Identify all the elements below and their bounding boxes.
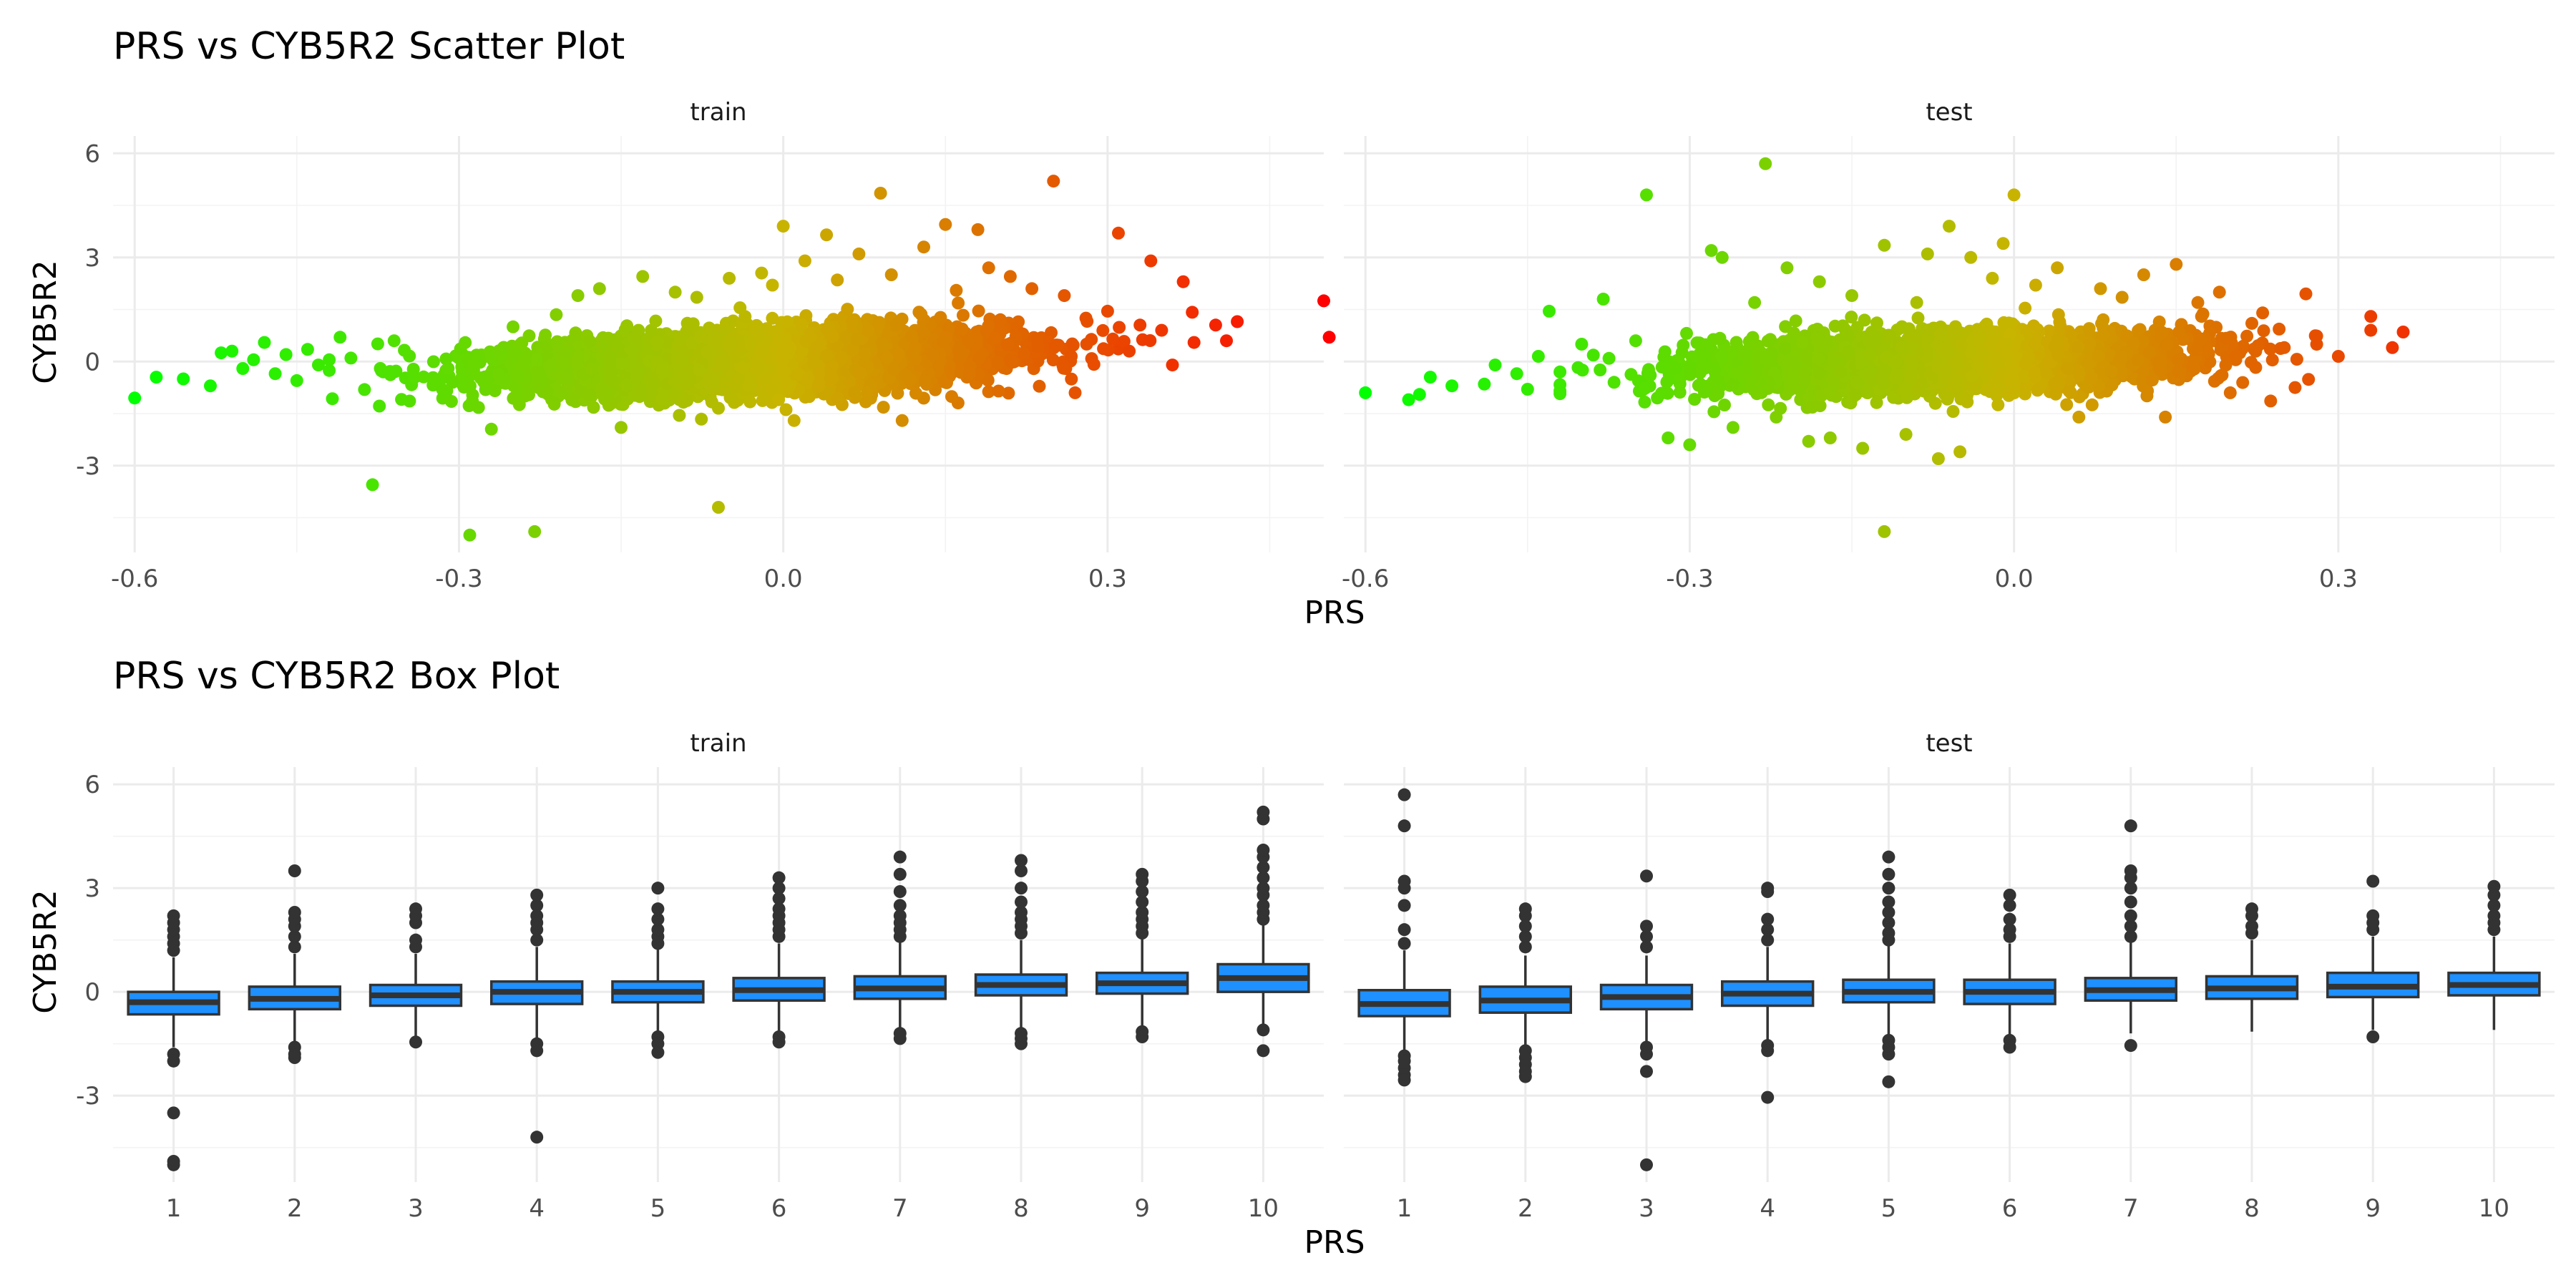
scatter-point — [743, 395, 757, 409]
scatter-point — [742, 379, 756, 392]
scatter-point — [848, 386, 862, 399]
scatter-point — [914, 308, 928, 321]
scatter-point — [1066, 338, 1080, 352]
scatter-point — [459, 336, 472, 349]
scatter-point — [522, 329, 536, 343]
scatter-point — [539, 328, 552, 342]
scatter-point — [594, 385, 608, 399]
scatter-point — [444, 395, 458, 408]
scatter-point — [705, 395, 718, 409]
scatter-point — [649, 314, 663, 328]
scatter-point — [358, 383, 371, 396]
scatter-point — [877, 401, 890, 414]
scatter-point — [952, 296, 965, 310]
scatter-point — [772, 393, 786, 406]
scatter-point — [1059, 362, 1073, 376]
scatter-point — [1186, 306, 1199, 319]
scatter-point — [957, 308, 970, 322]
scatter-panel-train: train -0.6 -0.3 0.0 0.3 — [111, 98, 1336, 593]
box-title: PRS vs CYB5R2 Box Plot — [113, 655, 560, 698]
scatter-point — [1113, 321, 1126, 334]
scatter-point — [781, 315, 794, 328]
scatter-point — [540, 340, 553, 353]
scatter-point — [430, 374, 444, 388]
scatter-point — [955, 322, 969, 336]
scatter-point — [992, 384, 1005, 398]
scatter-point — [1087, 358, 1101, 371]
scatter-point — [326, 392, 339, 406]
scatter-point — [831, 392, 845, 405]
scatter-point — [466, 394, 479, 408]
scatter-plot: train -0.6 -0.3 0.0 0.3 test -0.6 -0.3 0.0 0.3… — [27, 98, 2555, 631]
scatter-point — [1106, 332, 1120, 346]
scatter-point — [704, 323, 718, 337]
scatter-point — [841, 303, 854, 316]
scatter-point — [1003, 353, 1017, 366]
scatter-point — [695, 412, 708, 426]
scatter-point — [1033, 379, 1046, 393]
scatter-point — [780, 378, 794, 391]
scatter-point — [479, 383, 492, 396]
scatter-point — [1046, 353, 1060, 367]
scatter-point — [371, 337, 384, 351]
scatter-point — [1002, 386, 1015, 400]
scatter-point — [994, 313, 1007, 326]
scatter-point — [517, 356, 530, 369]
scatter-point — [403, 349, 416, 363]
scatter-point — [779, 403, 793, 416]
scatter-point — [945, 390, 958, 404]
scatter-point — [1096, 323, 1110, 337]
scatter-point — [909, 386, 922, 400]
scatter-point — [861, 386, 874, 400]
scatter-point — [972, 304, 985, 318]
scatter-point — [1097, 342, 1111, 356]
scatter-point — [889, 318, 903, 331]
scatter-title: PRS vs CYB5R2 Scatter Plot — [113, 25, 625, 68]
scatter-point — [395, 393, 409, 406]
scatter-point — [512, 369, 525, 382]
scatter-cloud — [323, 296, 1199, 426]
scatter-point — [323, 364, 336, 377]
scatter-point — [845, 315, 859, 328]
scatter-point — [587, 401, 600, 414]
scatter-point — [426, 355, 440, 369]
scatter-point — [373, 399, 386, 413]
scatter-point — [1117, 335, 1131, 348]
scatter-point — [441, 361, 455, 375]
scatter-point — [686, 317, 700, 331]
scatter-strip-train: train — [690, 98, 746, 127]
scatter-point — [916, 326, 930, 339]
scatter-point — [1065, 350, 1078, 363]
scatter-point — [1065, 372, 1078, 386]
scatter-point — [509, 389, 523, 403]
scatter-point — [1143, 334, 1157, 347]
